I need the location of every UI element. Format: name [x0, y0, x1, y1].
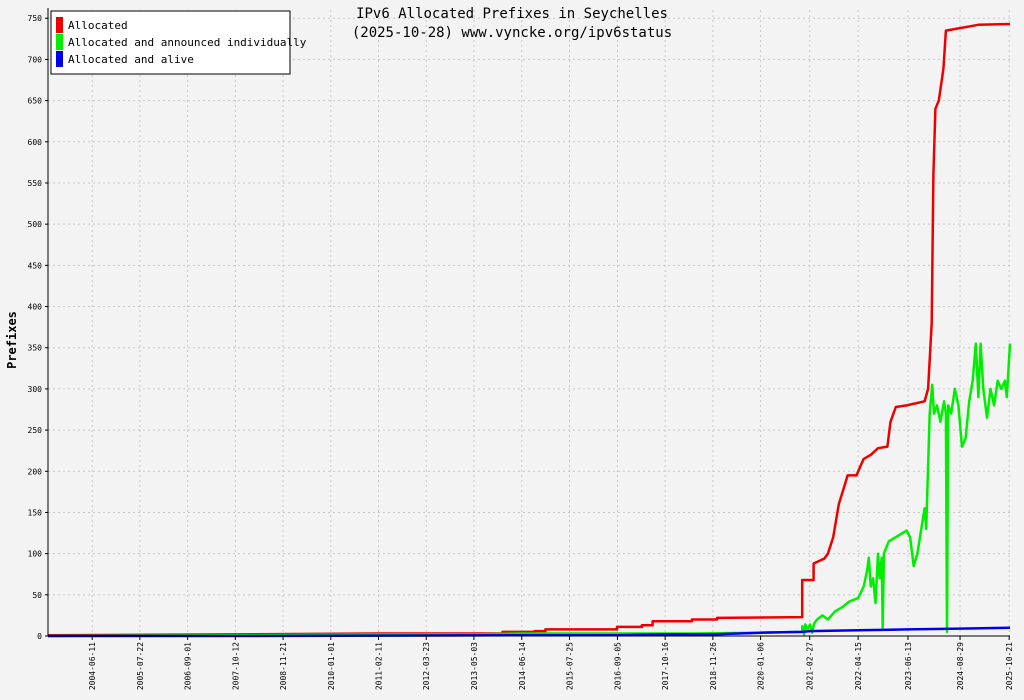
y-tick-label: 300 — [28, 385, 43, 394]
y-tick-label: 600 — [28, 138, 43, 147]
x-tick-label: 2024-08-29 — [956, 642, 965, 690]
x-tick-label: 2007-10-12 — [231, 642, 240, 690]
chart-subtitle: (2025-10-28) www.vyncke.org/ipv6status — [352, 25, 672, 41]
x-tick-label: 2025-10-21 — [1005, 642, 1014, 690]
x-tick-label: 2015-07-25 — [565, 642, 574, 690]
y-tick-label: 200 — [28, 467, 43, 476]
x-tick-label: 2020-01-06 — [757, 642, 766, 690]
x-tick-label: 2011-02-11 — [375, 642, 384, 690]
x-tick-label: 2023-06-13 — [904, 642, 913, 690]
y-axis-label: Prefixes — [5, 311, 19, 369]
y-tick-label: 750 — [28, 14, 43, 23]
y-tick-label: 650 — [28, 97, 43, 106]
y-tick-label: 550 — [28, 179, 43, 188]
y-tick-label: 100 — [28, 550, 43, 559]
x-tick-label: 2005-07-22 — [136, 642, 145, 690]
x-tick-label: 2022-04-15 — [854, 642, 863, 690]
x-tick-labels: 2004-06-11 2005-07-22 2006-09-01 2007-10-12… — [88, 642, 1014, 690]
x-tick-label: 2010-01-01 — [327, 642, 336, 690]
y-tick-label: 150 — [28, 508, 43, 517]
y-tick-label: 250 — [28, 426, 43, 435]
x-tick-label: 2004-06-11 — [88, 642, 97, 690]
legend-label-alive: Allocated and alive — [68, 53, 194, 66]
y-tick-label: 50 — [32, 591, 42, 600]
y-tick-label: 450 — [28, 261, 43, 270]
series-line-alive — [48, 626, 1011, 638]
y-tick-label: 500 — [28, 220, 43, 229]
x-tick-label: 2008-11-21 — [279, 642, 288, 690]
x-tick-label: 2016-09-05 — [613, 642, 622, 690]
y-tick-label: 0 — [37, 632, 42, 641]
x-tick-label: 2013-05-03 — [470, 642, 479, 690]
gridlines — [48, 10, 1010, 636]
series-line-allocated — [47, 22, 1011, 637]
legend-label-announced: Allocated and announced individually — [68, 36, 307, 49]
x-tick-label: 2006-09-01 — [184, 642, 193, 690]
x-tick-label: 2021-02-27 — [806, 642, 815, 690]
series-line-announced — [47, 342, 1012, 638]
y-tick-label: 350 — [28, 344, 43, 353]
x-tick-label: 2018-11-26 — [709, 642, 718, 690]
plot-area — [48, 10, 1010, 636]
x-tick-label: 2012-03-23 — [422, 642, 431, 690]
legend: Allocated Allocated and announced indivi… — [50, 10, 307, 75]
x-tick-label: 2014-06-14 — [518, 642, 527, 690]
chart-title: IPv6 Allocated Prefixes in Seychelles — [356, 6, 668, 22]
legend-label-allocated: Allocated — [68, 19, 128, 32]
y-tick-labels: 0 50 100 150 200 250 300 350 400 450 500 550 600 650 7… — [28, 14, 43, 641]
legend-swatch-alive — [56, 51, 63, 67]
legend-box — [50, 10, 291, 75]
y-tick-label: 700 — [28, 55, 43, 64]
legend-swatch-announced — [56, 34, 63, 50]
series-lines — [47, 22, 1012, 638]
x-tick-label: 2017-10-16 — [661, 642, 670, 690]
legend-swatch-allocated — [56, 17, 63, 33]
axes — [45, 8, 1010, 640]
y-tick-label: 400 — [28, 303, 43, 312]
